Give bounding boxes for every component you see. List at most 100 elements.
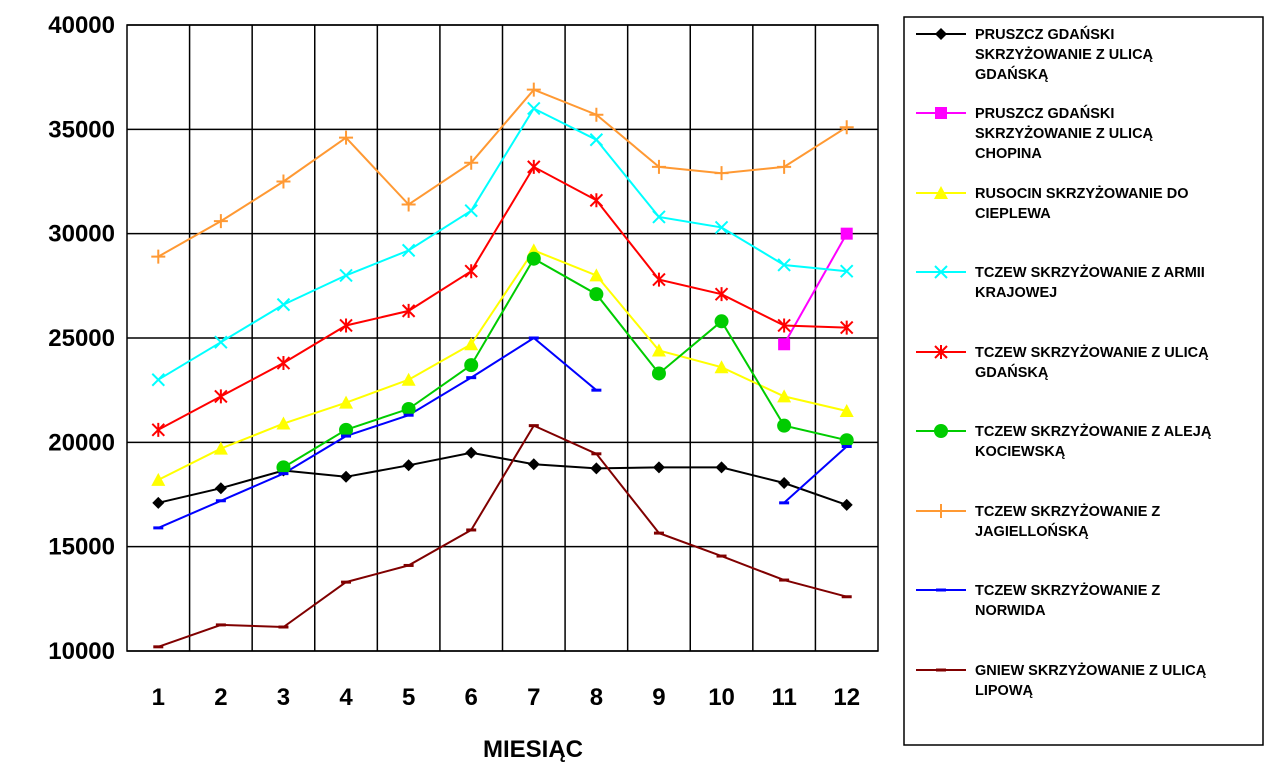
legend-label: PRUSZCZ GDAŃSKI [975,105,1114,122]
legend-swatch-marker [934,424,948,438]
x-axis-label: MIESIĄC [483,736,583,762]
data-point [716,554,727,558]
data-point [528,336,539,340]
data-point [215,499,226,503]
data-point [777,418,792,433]
x-tick-label: 10 [708,684,735,711]
y-tick-label: 25000 [48,325,115,352]
data-point [278,472,289,476]
data-point [466,528,477,532]
x-tick-label: 1 [152,684,165,711]
data-point [339,422,354,437]
data-point [151,373,165,387]
data-point [589,193,604,208]
data-point [214,389,228,404]
y-tick-label: 30000 [48,221,115,248]
data-point [340,470,353,483]
data-point [339,318,353,333]
data-point [464,264,478,279]
legend-item: PRUSZCZ GDAŃSKI SKRZYŻOWANIE Z ULICĄ CHOPI… [916,105,1154,162]
legend-label: TCZEW SKRZYŻOWANIE Z ULICĄ [975,344,1209,361]
y-tick-label: 20000 [48,429,115,456]
legend-swatch-marker [936,668,946,672]
data-point [840,498,853,511]
data-point [153,526,164,530]
data-point [401,243,416,258]
data-point [777,318,791,333]
legend-label: NORWIDA [975,603,1046,619]
x-tick-label: 4 [339,684,353,711]
data-point [401,401,416,416]
data-point [403,563,414,567]
data-point [591,452,602,456]
data-point [591,388,602,392]
legend-label: PRUSZCZ GDAŃSKI [975,26,1114,43]
legend-item: PRUSZCZ GDAŃSKI SKRZYŻOWANIE Z ULICĄ GDAŃS… [916,26,1154,83]
data-point [778,338,791,351]
data-point [403,413,414,417]
data-point [214,482,227,495]
data-point [276,460,291,475]
data-point [714,360,729,374]
x-tick-label: 3 [277,684,290,711]
data-point [589,268,604,282]
data-point [341,580,352,584]
legend-label: SKRZYŻOWANIE Z ULICĄ [975,125,1154,142]
y-tick-label: 40000 [48,12,115,39]
data-point [151,422,165,437]
legend-item: TCZEW SKRZYŻOWANIE Z JAGIELLOŃSKĄ [916,503,1160,540]
data-point [651,159,666,174]
data-point [840,227,853,240]
legend-label: LIPOWĄ [975,683,1034,699]
legend-label: CIEPLEWA [975,206,1051,222]
x-tick-label: 8 [590,684,603,711]
series-line-6 [282,257,847,469]
data-point [214,335,228,349]
data-point [777,159,792,174]
x-axis-tick-labels: 1 2 3 4 5 6 7 8 9 10 11 12 [152,684,860,711]
data-point [526,251,541,266]
legend-label: KRAJOWEJ [975,285,1057,301]
legend-label: TCZEW SKRZYŻOWANIE Z ALEJĄ [975,423,1212,440]
data-point [464,155,479,170]
data-point [779,578,790,582]
legend-label: GNIEW SKRZYŻOWANIE Z ULICĄ [975,662,1207,679]
legend-item: TCZEW SKRZYŻOWANIE Z ULICĄ GDAŃSKĄ [916,344,1209,381]
x-tick-label: 2 [214,684,227,711]
series-lines [157,88,848,648]
legend-label: RUSOCIN SKRZYŻOWANIE DO [975,185,1188,202]
data-point [839,433,854,448]
data-point [714,287,729,302]
legend-swatch-marker [936,588,946,592]
legend-swatch-marker [934,265,948,279]
data-point [152,496,165,509]
y-tick-label: 35000 [48,116,115,143]
data-point [464,204,478,218]
data-point [215,623,226,627]
legend-swatch-marker [935,28,947,40]
data-point [466,376,477,380]
data-point [714,220,729,235]
data-point [841,445,852,449]
legend-label: GDAŃSKĄ [975,66,1049,83]
data-point [527,159,541,174]
data-point [653,531,664,535]
series-line-7 [157,88,848,258]
legend-frame [903,16,1264,746]
data-point [589,287,604,302]
legend-swatch-marker [934,186,948,199]
series-line-5 [157,165,847,431]
y-tick-label: 10000 [48,638,115,665]
data-point [276,297,291,312]
x-tick-label: 9 [652,684,665,711]
series-line-4 [157,107,847,381]
x-tick-label: 12 [833,684,860,711]
data-point [779,501,790,505]
series-markers [151,82,854,649]
data-point [840,264,854,278]
data-point [590,462,603,475]
legend: PRUSZCZ GDAŃSKI SKRZYŻOWANIE Z ULICĄ GDAŃS… [903,16,1264,746]
x-tick-label: 7 [527,684,540,711]
data-point [589,107,604,122]
data-point [401,303,416,318]
